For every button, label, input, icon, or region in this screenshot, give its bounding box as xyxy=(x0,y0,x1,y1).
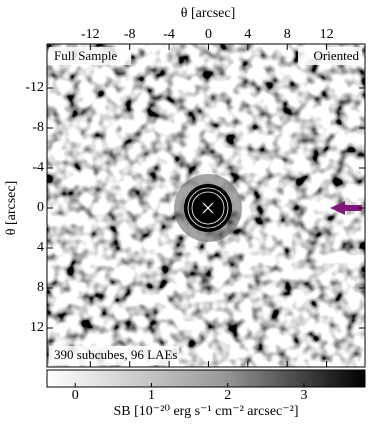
label-box xyxy=(49,47,131,65)
x-axis-label: θ [arcsec] xyxy=(181,6,236,21)
colorbar-tick-label: 1 xyxy=(148,388,155,403)
annotation: Oriented xyxy=(314,48,360,63)
colorbar xyxy=(46,369,366,388)
label-box xyxy=(49,346,179,365)
x-tick-label: -12 xyxy=(81,27,100,42)
annotation: 390 subcubes, 96 LAEs xyxy=(54,347,178,362)
x-tick-label: 0 xyxy=(205,27,212,42)
x-tick-label: -8 xyxy=(124,27,136,42)
label-box xyxy=(298,47,362,65)
contour xyxy=(191,191,225,225)
image-map xyxy=(47,44,365,367)
orientation-arrow xyxy=(330,201,362,215)
y-tick-label: 0 xyxy=(37,200,44,215)
y-tick-label: -12 xyxy=(25,80,44,95)
x-tick-label: -4 xyxy=(163,27,175,42)
y-tick-label: 4 xyxy=(37,240,44,255)
plot-frame xyxy=(46,43,366,368)
y-axis-label: θ [arcsec] xyxy=(4,181,19,236)
contour xyxy=(187,187,229,229)
annotation: Full Sample xyxy=(54,48,117,63)
x-tick-label: 12 xyxy=(320,27,334,42)
colorbar-tick-label: 3 xyxy=(300,388,307,403)
y-tick-label: -8 xyxy=(32,120,44,135)
colorbar-label: SB [10⁻²⁰ erg s⁻¹ cm⁻² arcsec⁻²] xyxy=(113,404,298,419)
y-tick-label: 8 xyxy=(37,280,44,295)
colorbar-tick-label: 2 xyxy=(224,388,231,403)
y-tick-label: -4 xyxy=(32,160,44,175)
x-tick-label: 8 xyxy=(284,27,291,42)
y-tick-label: 12 xyxy=(30,320,44,335)
x-tick-label: 4 xyxy=(244,27,251,42)
center-marker xyxy=(202,202,214,214)
colorbar-tick-label: 0 xyxy=(72,388,79,403)
